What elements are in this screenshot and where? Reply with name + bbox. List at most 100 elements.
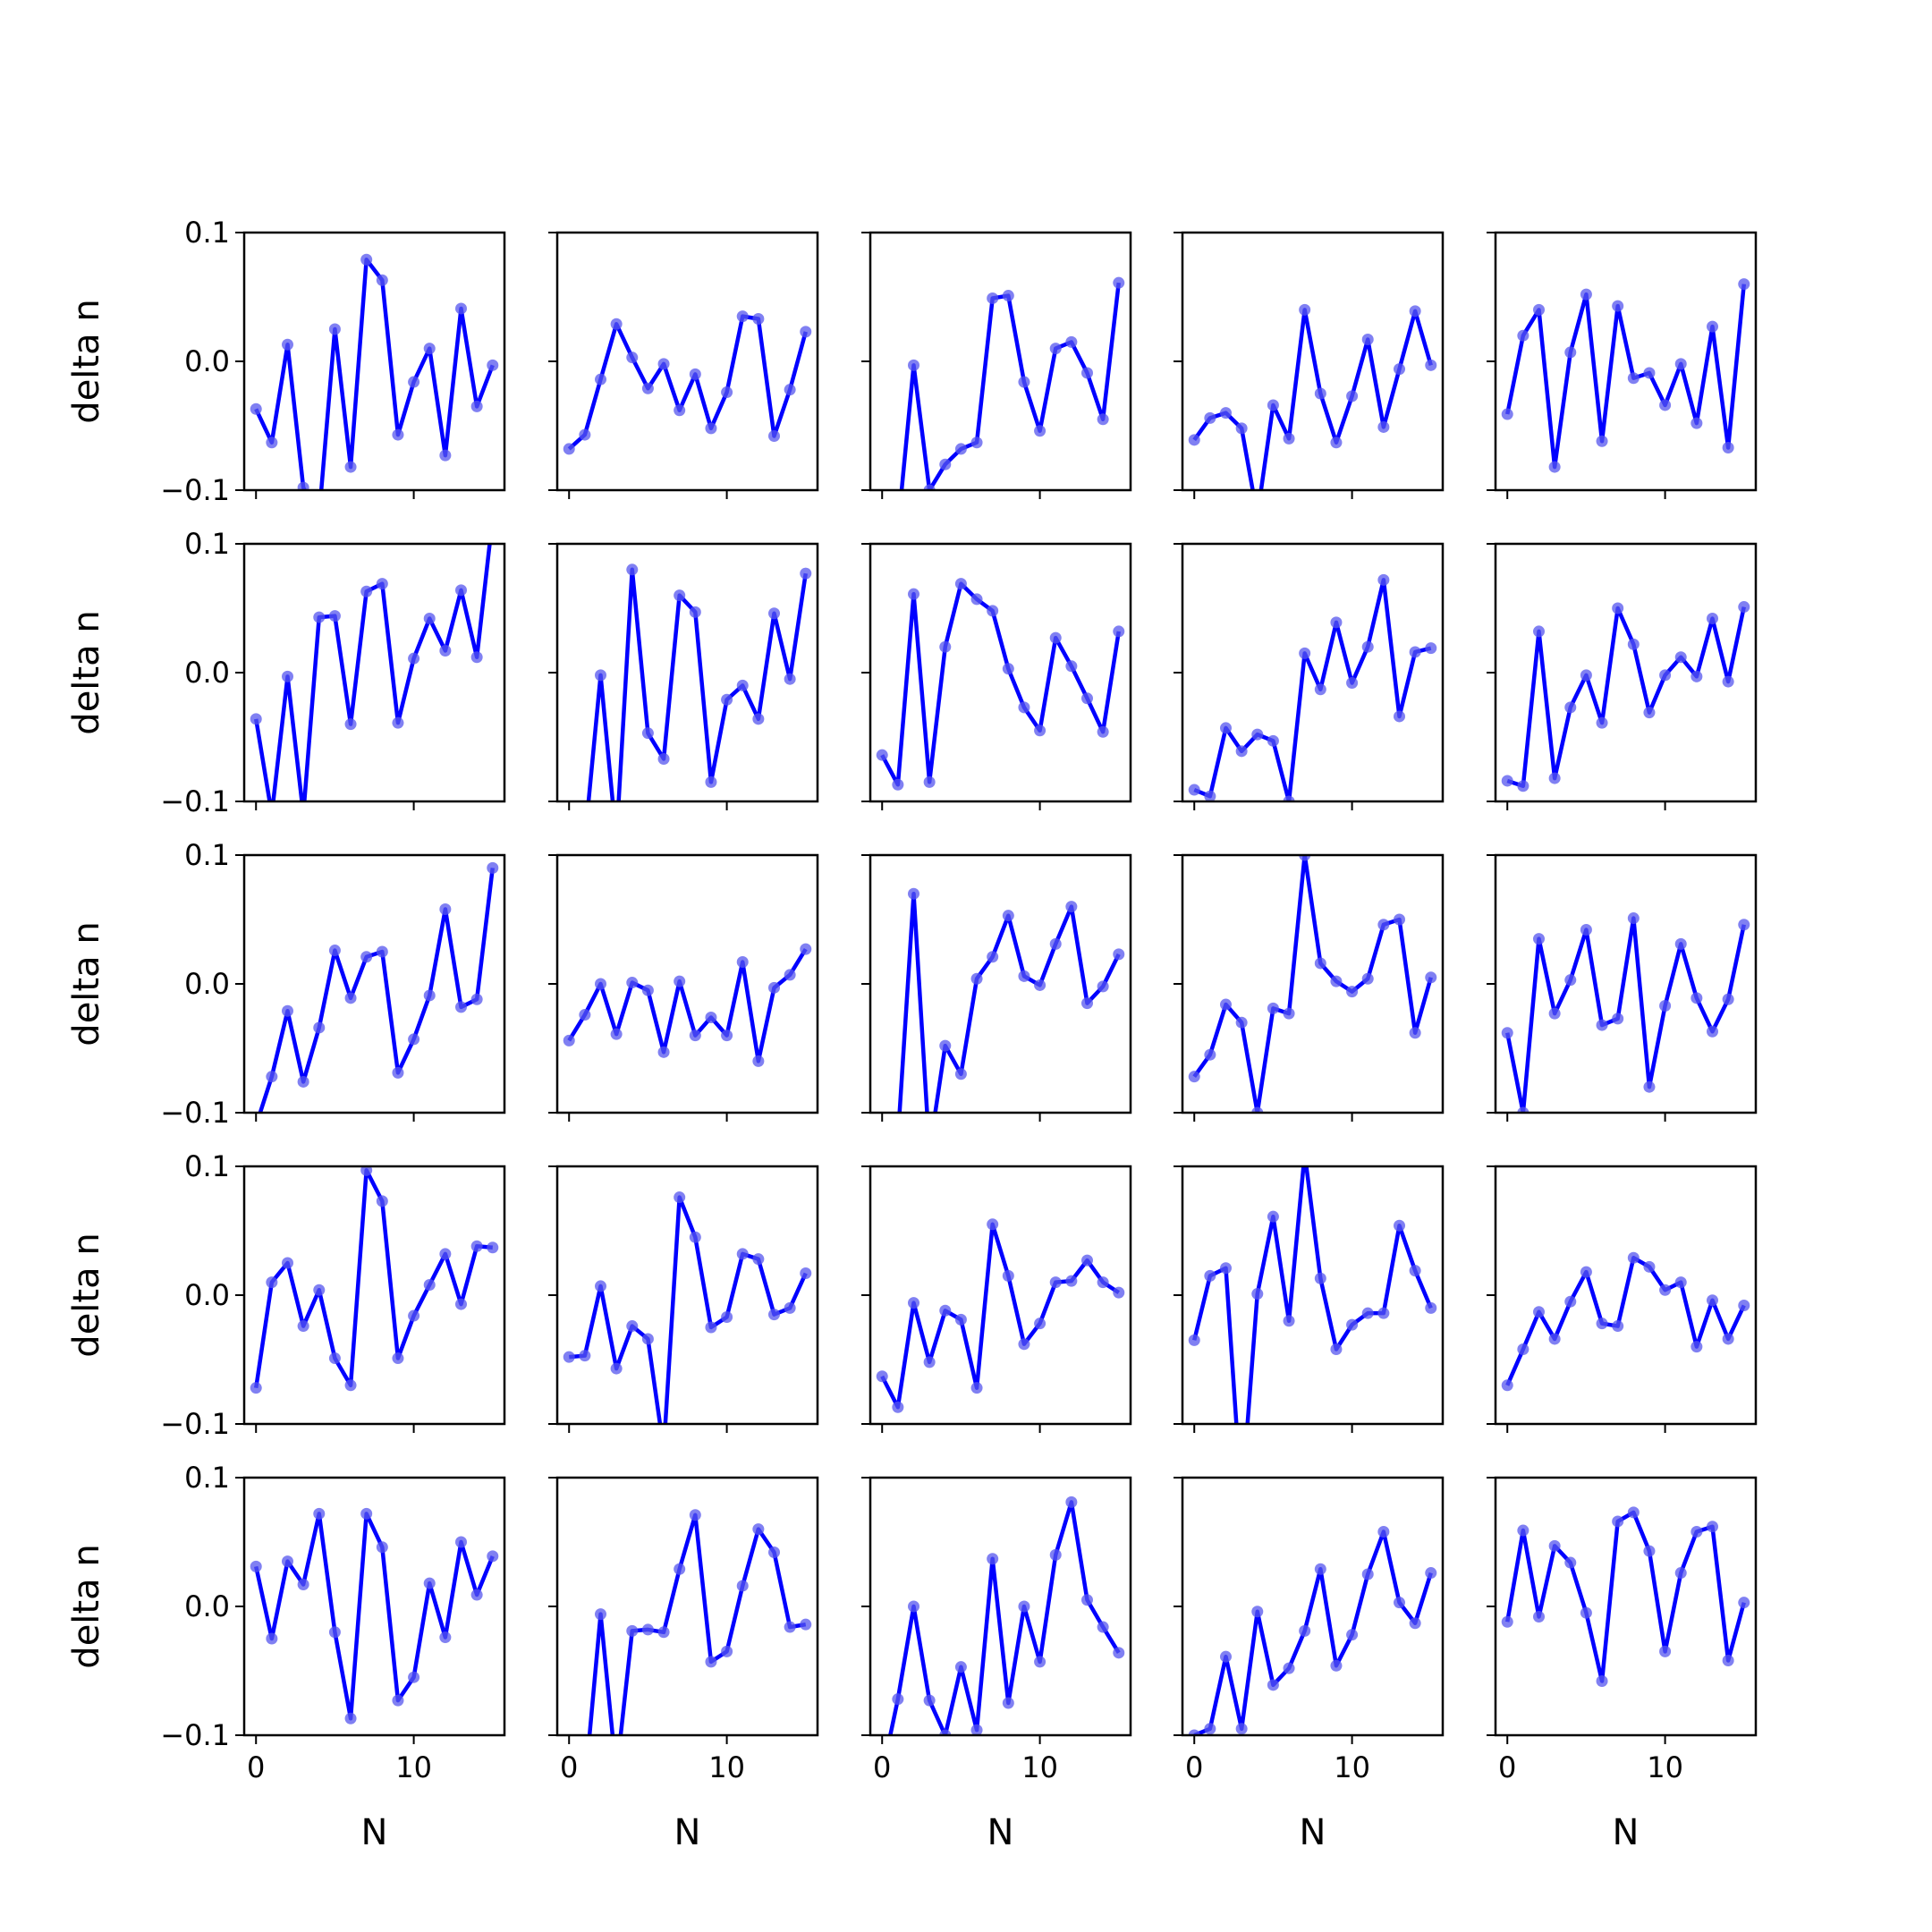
y-tick-label: 0.1 (184, 838, 230, 872)
data-point (987, 292, 999, 304)
data-point (1722, 993, 1734, 1005)
data-point (564, 847, 575, 859)
data-point (1548, 1333, 1561, 1345)
data-point (1580, 924, 1592, 936)
series-line (880, 581, 1121, 787)
series-group (1501, 278, 1750, 473)
data-point (674, 1563, 686, 1575)
data-point (1018, 376, 1030, 388)
subplot-r5-c2: 0 10N (548, 1476, 819, 1853)
data-point (1002, 663, 1014, 675)
series-line (899, 282, 1122, 490)
data-point (1220, 722, 1232, 734)
data-point (1034, 425, 1046, 437)
data-point (1533, 1306, 1545, 1318)
data-point (1361, 1307, 1374, 1319)
y-tick-label: 0.0 (184, 1589, 230, 1623)
data-point (408, 376, 420, 388)
data-point (579, 1781, 590, 1792)
data-point (1049, 1548, 1062, 1561)
data-point (908, 588, 919, 600)
series-line (1193, 578, 1432, 801)
data-point (392, 716, 404, 729)
data-point (297, 1579, 309, 1591)
data-point (954, 443, 967, 455)
series-line (567, 314, 808, 451)
x-tick-label: 10 (1021, 1750, 1058, 1784)
data-point (1018, 970, 1030, 982)
data-point (923, 775, 936, 788)
data-point (408, 1671, 420, 1683)
series-line (888, 1500, 1121, 1735)
data-point (970, 972, 983, 985)
data-point (1113, 1647, 1125, 1659)
data-point (1707, 1025, 1718, 1038)
data-point (595, 1280, 606, 1292)
data-point (1722, 675, 1734, 688)
series-group (1501, 1506, 1750, 1688)
data-point (689, 368, 701, 380)
subplot-r5-c4: 0 10N (1174, 1476, 1445, 1853)
data-point (1267, 1210, 1279, 1223)
data-point (1394, 1219, 1405, 1232)
data-point (1659, 999, 1672, 1012)
data-point (1113, 625, 1125, 638)
plot-frame (242, 853, 506, 1114)
subplot-r3-c2 (548, 853, 819, 1122)
data-point (1330, 436, 1343, 449)
data-point (266, 1071, 278, 1083)
data-point (1081, 1594, 1093, 1606)
data-point (970, 593, 983, 606)
data-point (641, 382, 654, 394)
data-point (784, 969, 796, 981)
data-point (1627, 912, 1640, 925)
data-point (1236, 1496, 1248, 1507)
data-point (721, 1645, 733, 1657)
data-point (423, 989, 436, 1002)
data-point (423, 1577, 436, 1589)
series-group (1501, 912, 1750, 1113)
data-point (392, 1694, 404, 1707)
data-point (1361, 1568, 1374, 1580)
x-tick-label: 10 (708, 1750, 745, 1784)
data-point (1097, 725, 1109, 738)
data-point (423, 613, 436, 625)
series-group (1188, 855, 1437, 1113)
data-point (250, 1560, 262, 1572)
data-point (563, 1351, 575, 1363)
data-point (1330, 1659, 1343, 1672)
data-point (1596, 716, 1608, 729)
data-point (470, 400, 483, 412)
data-point (657, 752, 670, 765)
data-point (1643, 1545, 1656, 1557)
data-point (1361, 972, 1374, 985)
series-line (586, 567, 808, 801)
data-point (1299, 1148, 1310, 1159)
subplot-r1-c2 (548, 231, 819, 499)
data-point (1314, 683, 1326, 696)
data-point (1533, 933, 1545, 945)
data-point (1517, 1524, 1530, 1537)
data-point (1690, 992, 1703, 1004)
data-point (408, 1033, 420, 1046)
series-group (1188, 573, 1437, 801)
data-point (908, 359, 919, 371)
data-point (768, 981, 780, 994)
series-line (254, 544, 492, 801)
data-point (439, 1631, 452, 1644)
data-point (1643, 1260, 1656, 1273)
data-point (1113, 948, 1125, 961)
subplot-r4-c1: −0.1 0.0 0.1 delta n (66, 1149, 506, 1441)
data-point (1564, 974, 1577, 987)
data-point (266, 1276, 278, 1289)
data-point (595, 669, 606, 682)
data-point (376, 945, 388, 958)
subplot-r2-c5 (1487, 542, 1758, 810)
data-point (1097, 1621, 1109, 1633)
data-point (705, 775, 717, 788)
data-point (487, 1241, 499, 1254)
data-point (736, 1248, 749, 1260)
data-point (939, 1039, 952, 1052)
data-point (1564, 1556, 1577, 1569)
y-axis-label: delta n (66, 1544, 107, 1668)
